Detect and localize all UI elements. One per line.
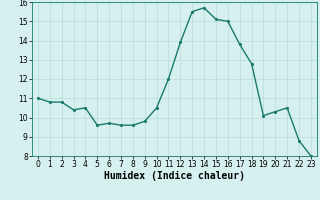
X-axis label: Humidex (Indice chaleur): Humidex (Indice chaleur) [104,171,245,181]
